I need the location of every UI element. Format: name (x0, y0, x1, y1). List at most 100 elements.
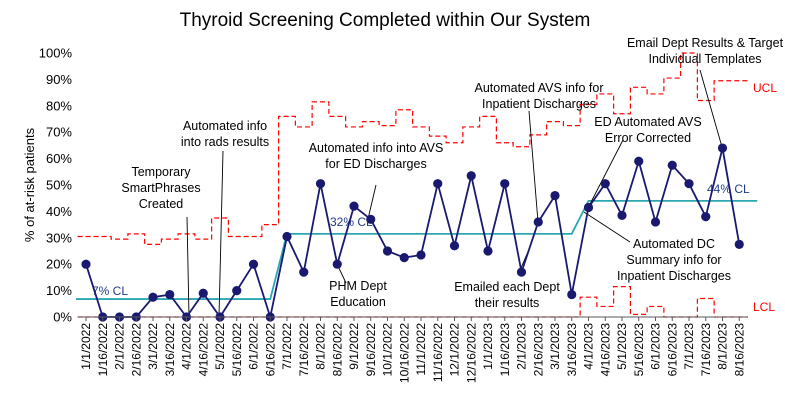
x-tick-label: 6/16/2022 (263, 323, 277, 377)
x-tick-label: 3/1/2023 (548, 323, 562, 370)
annotation-text: Automated info (183, 119, 267, 133)
data-point (701, 212, 711, 222)
data-point (483, 246, 493, 256)
annotation-leader (699, 69, 723, 148)
y-tick-label: 80% (46, 98, 72, 113)
annotation-leader (218, 150, 224, 318)
annotation-leader (528, 110, 539, 223)
data-point (282, 231, 292, 242)
lcl-line (77, 286, 748, 318)
data-point (734, 239, 744, 249)
data-point (617, 210, 627, 220)
annotation-text: Automated info into AVS (309, 141, 444, 155)
y-tick-label: 30% (46, 230, 72, 245)
data-point (583, 202, 594, 213)
x-tick-label: 4/16/2022 (196, 323, 210, 377)
y-axis-label: % of at-risk patients (22, 127, 37, 242)
annotation-text: into rads results (181, 135, 269, 149)
data-point (315, 179, 326, 189)
y-tick-label: 70% (46, 125, 72, 140)
data-point (299, 267, 309, 277)
data-point (550, 190, 560, 201)
annotation-text: their results (475, 296, 540, 310)
x-tick-label: 12/16/2022 (464, 323, 478, 383)
data-point (650, 217, 661, 227)
annotation-text: for ED Discharges (325, 157, 426, 171)
center-line-label: 7% CL (92, 284, 128, 298)
annotations: Temporary SmartPhrases Created Automated in… (121, 36, 784, 318)
x-tick-label: 10/1/2022 (381, 323, 395, 377)
annotation-leader (186, 216, 190, 318)
x-tick-label: 1/1/2022 (79, 323, 93, 370)
data-point (198, 288, 208, 298)
x-tick-label: 1/16/2022 (96, 323, 110, 377)
annotation-leader (583, 211, 631, 243)
x-tick-label: 7/1/2023 (682, 323, 696, 370)
center-line-path (76, 199, 758, 300)
x-tick-label: 1/1/2023 (481, 323, 495, 370)
annotation-text: Emailed each Dept (454, 280, 560, 294)
data-point (399, 253, 409, 263)
ucl-label: UCL (753, 81, 777, 95)
annotation-leader (367, 184, 377, 220)
data-point (81, 259, 91, 269)
y-tick-label: 20% (46, 257, 72, 272)
x-tick-label: 12/1/2022 (448, 323, 462, 377)
x-tick-label: 3/16/2023 (565, 323, 579, 377)
annotation-text: Created (139, 197, 184, 211)
x-tick-label: 5/1/2023 (615, 323, 629, 370)
x-tick-label: 7/16/2023 (699, 323, 713, 377)
ucl-line (77, 52, 748, 245)
x-tick-label: 2/1/2023 (515, 323, 529, 370)
x-tick-label: 8/16/2022 (330, 323, 344, 377)
y-tick-label: 100% (39, 46, 73, 61)
center-line-label: 32% CL (330, 215, 373, 229)
data-point (382, 246, 393, 256)
x-tick-label: 8/16/2023 (732, 323, 746, 377)
annotation-text: Automated AVS info for (474, 81, 603, 95)
x-tick-label: 11/16/2022 (431, 323, 445, 382)
annotation-text: Automated DC (633, 237, 715, 251)
data-point (165, 289, 175, 300)
y-tick-label: 60% (46, 151, 72, 166)
data-point (667, 160, 677, 170)
x-tick-label: 9/1/2022 (347, 323, 361, 370)
center-line-label: 44% CL (707, 182, 750, 196)
data-point (466, 171, 476, 181)
lcl-label: LCL (753, 300, 775, 314)
annotation-text: Inpatient Discharges (617, 269, 731, 283)
x-tick-label: 8/1/2022 (314, 323, 328, 370)
x-tick-label: 6/16/2023 (665, 323, 679, 377)
annotation-text: Email Dept Results & Target (627, 36, 784, 50)
data-point (600, 179, 610, 189)
data-point (232, 286, 242, 296)
x-tick-label: 6/1/2023 (649, 323, 663, 370)
x-tick-label: 8/1/2023 (716, 323, 730, 370)
annotation-text: Education (330, 295, 386, 309)
x-tick-label: 5/16/2023 (632, 323, 646, 377)
data-point (248, 259, 259, 269)
data-point (449, 241, 460, 251)
annotation-text: Inpatient Discharges (482, 97, 596, 111)
x-tick-label: 4/1/2022 (180, 323, 194, 370)
annotation-text: ED Automated AVS (594, 115, 701, 129)
data-point (634, 156, 644, 166)
x-tick-label: 3/1/2022 (146, 323, 160, 370)
x-tick-label: 4/16/2023 (598, 323, 612, 377)
data-point (717, 143, 728, 153)
x-tick-label: 2/1/2022 (113, 323, 127, 370)
data-point (500, 179, 510, 189)
x-tick-label: 2/16/2022 (129, 323, 143, 377)
axes: 0% 10% 20% 30% 40% 50% 60% 70% 80% 90% 100% 1/1/202… (39, 46, 748, 383)
x-tick-label: 10/16/2022 (397, 323, 411, 383)
annotation-leader (588, 139, 624, 207)
x-tick-label: 1/16/2023 (498, 323, 512, 377)
data-line (85, 147, 741, 321)
data-point (516, 267, 527, 277)
annotation-text: Summary info for (626, 253, 721, 267)
x-tick-label: 5/16/2022 (230, 323, 244, 377)
data-point (332, 259, 342, 269)
x-tick-label: 3/16/2022 (163, 323, 177, 377)
